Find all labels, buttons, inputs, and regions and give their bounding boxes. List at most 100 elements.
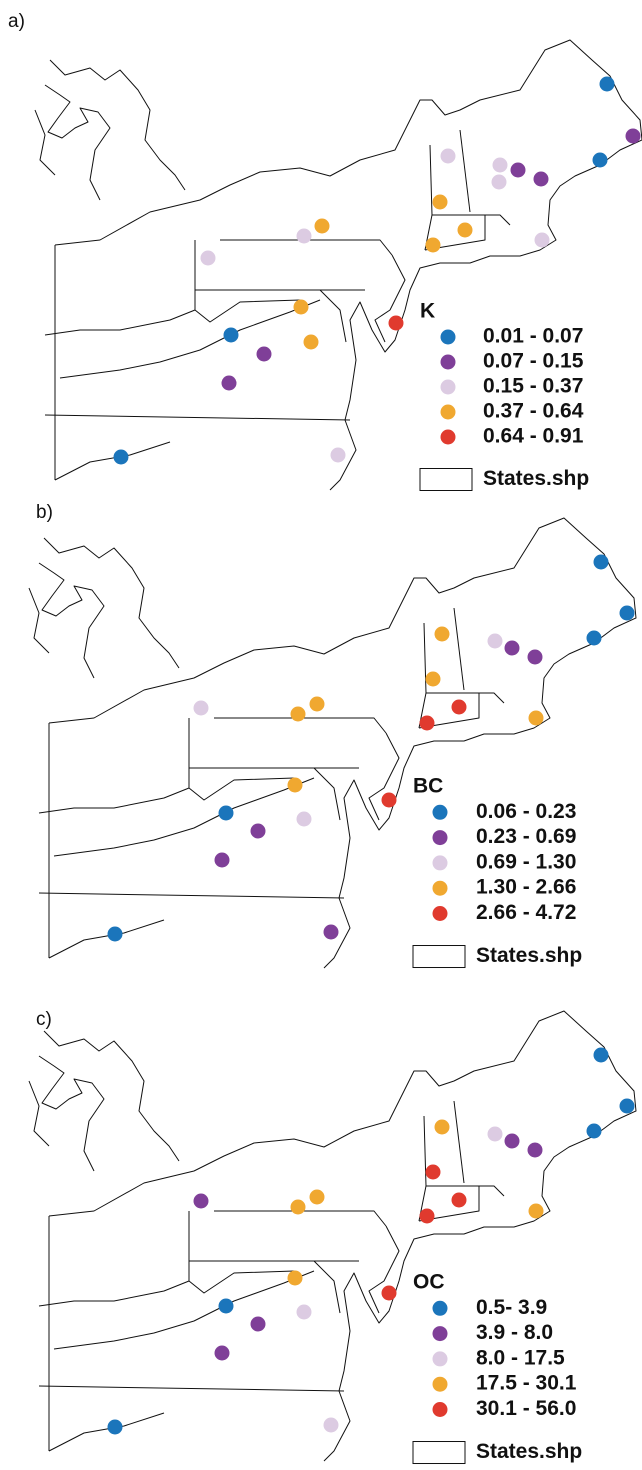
site xyxy=(619,1098,635,1114)
site xyxy=(388,315,404,331)
site xyxy=(586,630,602,646)
legend-swatch xyxy=(432,855,448,871)
legend-title: OC xyxy=(413,1271,445,1294)
site xyxy=(491,174,507,190)
legend-label: 30.1 - 56.0 xyxy=(476,1397,576,1420)
legend-swatch xyxy=(440,354,456,370)
legend-swatch xyxy=(432,1300,448,1316)
legend-label: 0.07 - 0.15 xyxy=(483,350,584,373)
site xyxy=(457,222,473,238)
site xyxy=(381,1285,397,1301)
site xyxy=(287,1270,303,1286)
site xyxy=(625,128,641,144)
panel-label: b) xyxy=(36,502,53,523)
site xyxy=(504,640,520,656)
site xyxy=(290,1199,306,1215)
site xyxy=(381,792,397,808)
panel-label: c) xyxy=(36,1009,52,1030)
site xyxy=(451,1192,467,1208)
legend-swatch xyxy=(440,429,456,445)
site xyxy=(218,805,234,821)
legend-swatch xyxy=(440,379,456,395)
site xyxy=(432,194,448,210)
site xyxy=(193,700,209,716)
legend-label: 1.30 - 2.66 xyxy=(476,876,576,899)
site xyxy=(323,924,339,940)
legend-layer-swatch xyxy=(419,468,473,491)
legend-swatch xyxy=(432,906,448,921)
site xyxy=(214,1345,230,1361)
legend-label: 0.23 - 0.69 xyxy=(476,825,576,848)
legend-swatch xyxy=(432,1376,448,1392)
site xyxy=(425,671,441,687)
site xyxy=(107,1419,123,1435)
legend-layer-swatch xyxy=(412,945,466,969)
legend-label: 0.01 - 0.07 xyxy=(483,325,583,348)
site xyxy=(533,171,549,187)
site xyxy=(250,823,266,839)
site xyxy=(425,1164,441,1180)
site xyxy=(593,1047,609,1063)
site xyxy=(434,1119,450,1135)
legend-label: 0.64 - 0.91 xyxy=(483,425,584,448)
legend-layer: States.shp xyxy=(476,944,582,967)
site xyxy=(504,1133,520,1149)
site xyxy=(451,699,467,715)
legend-label: 0.69 - 1.30 xyxy=(476,850,576,873)
site xyxy=(287,777,303,793)
site xyxy=(290,706,306,722)
site xyxy=(221,375,237,391)
legend-swatch xyxy=(432,880,448,896)
legend-swatch xyxy=(432,804,448,820)
site xyxy=(296,811,312,827)
legend-label: 0.37 - 0.64 xyxy=(483,400,584,423)
legend-label: 0.15 - 0.37 xyxy=(483,375,583,398)
site xyxy=(528,1203,544,1219)
legend-swatch xyxy=(432,1402,448,1417)
site xyxy=(296,228,312,244)
site xyxy=(586,1123,602,1139)
site xyxy=(223,327,239,343)
legend-title: BC xyxy=(413,775,443,798)
site xyxy=(256,346,272,362)
site xyxy=(330,447,346,463)
legend-label: 0.06 - 0.23 xyxy=(476,800,576,823)
site xyxy=(296,1304,312,1320)
site xyxy=(323,1417,339,1433)
site xyxy=(527,1142,543,1158)
site xyxy=(434,626,450,642)
site xyxy=(314,218,330,234)
legend-layer-swatch xyxy=(412,1441,466,1465)
site xyxy=(107,926,123,942)
legend-swatch xyxy=(432,1351,448,1367)
site xyxy=(487,633,503,649)
legend-swatch xyxy=(432,1326,448,1342)
site xyxy=(309,1189,325,1205)
site xyxy=(214,852,230,868)
legend-label: 0.5- 3.9 xyxy=(476,1296,547,1319)
site xyxy=(487,1126,503,1142)
site xyxy=(528,710,544,726)
site xyxy=(592,152,608,168)
legend-swatch xyxy=(432,830,448,846)
site xyxy=(293,299,309,315)
legend-swatch xyxy=(440,329,456,345)
site xyxy=(534,232,550,248)
site xyxy=(218,1298,234,1314)
site xyxy=(193,1193,209,1209)
legend-label: 2.66 - 4.72 xyxy=(476,901,576,924)
site xyxy=(599,76,615,92)
site xyxy=(309,696,325,712)
legend-title: K xyxy=(420,300,435,323)
site xyxy=(425,237,441,253)
legend-label: 3.9 - 8.0 xyxy=(476,1321,553,1344)
panel-label: a) xyxy=(8,11,25,32)
site xyxy=(113,449,129,465)
site xyxy=(419,715,435,731)
site xyxy=(492,157,508,173)
site xyxy=(419,1208,435,1224)
legend-swatch xyxy=(440,404,456,420)
site xyxy=(619,605,635,621)
legend-label: 17.5 - 30.1 xyxy=(476,1372,577,1395)
